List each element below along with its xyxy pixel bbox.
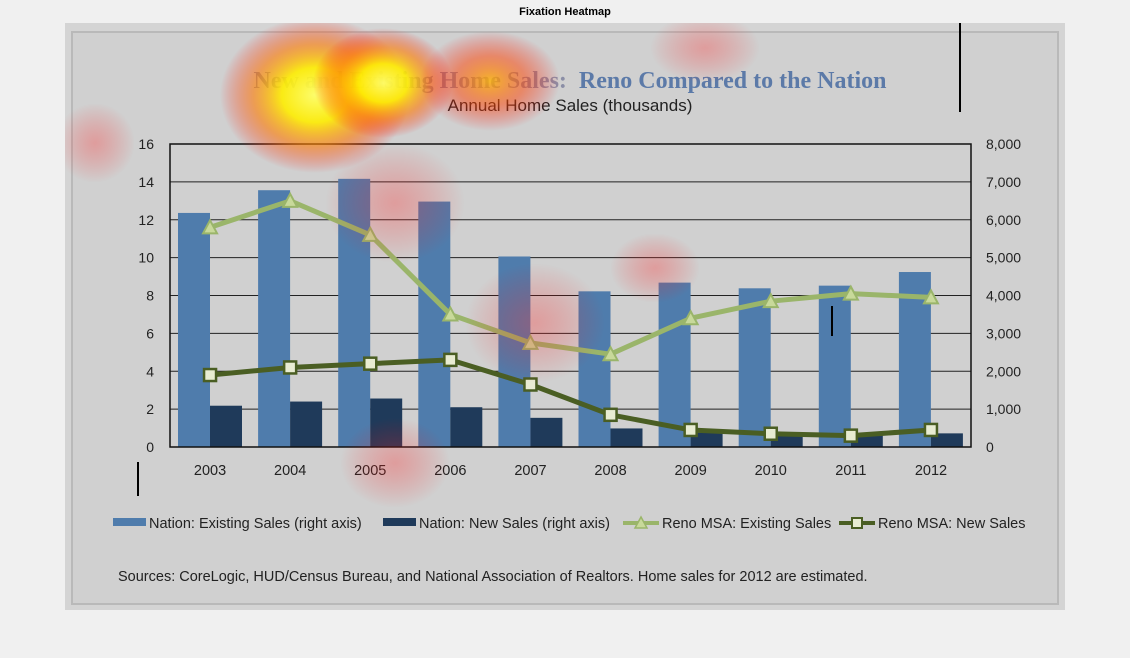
bar-nation-existing bbox=[498, 256, 531, 447]
y-tick-label-left: 14 bbox=[138, 174, 154, 190]
point-reno-existing bbox=[922, 288, 940, 305]
x-tick-label: 2003 bbox=[194, 463, 226, 479]
bar-nation-new bbox=[850, 435, 883, 447]
y-tick-label-right: 7,000 bbox=[986, 174, 1021, 190]
chart-title-part2: Reno Compared to the Nation bbox=[579, 68, 887, 94]
y-tick-label-left: 0 bbox=[146, 439, 154, 455]
x-tick-label: 2004 bbox=[274, 463, 306, 479]
x-tick-label: 2008 bbox=[594, 463, 626, 479]
y-tick-label-right: 1,000 bbox=[986, 401, 1021, 417]
x-tick-label: 2006 bbox=[434, 463, 466, 479]
bar-nation-existing bbox=[338, 178, 371, 447]
plot-frame bbox=[169, 143, 972, 448]
point-reno-new bbox=[282, 360, 298, 375]
x-tick-label: 2005 bbox=[354, 463, 386, 479]
legend-label: Nation: New Sales (right axis) bbox=[419, 516, 610, 532]
legend-label: Reno MSA: Existing Sales bbox=[662, 516, 831, 532]
bar-nation-existing bbox=[658, 282, 691, 447]
x-tick-label: 2012 bbox=[915, 463, 947, 479]
source-note: Sources: CoreLogic, HUD/Census Bureau, a… bbox=[118, 569, 868, 585]
y-tick-label-left: 10 bbox=[138, 250, 154, 266]
legend-label: Nation: Existing Sales (right axis) bbox=[149, 516, 362, 532]
line-reno-new bbox=[209, 357, 932, 439]
point-reno-new bbox=[202, 367, 218, 383]
bar-nation-new bbox=[770, 434, 803, 447]
y-tick-label-left: 16 bbox=[138, 136, 154, 152]
bar-nation-existing bbox=[178, 212, 210, 447]
point-reno-existing bbox=[441, 305, 460, 322]
y-tick-label-left: 6 bbox=[146, 325, 154, 341]
chart-title-part1: New and Existing Home Sales: bbox=[254, 68, 567, 94]
y-tick-label-left: 2 bbox=[146, 401, 154, 417]
y-tick-label-right: 2,000 bbox=[986, 363, 1021, 379]
point-reno-new bbox=[683, 422, 698, 438]
legend-marker bbox=[851, 517, 863, 529]
chart-title: New and Existing Home Sales: Reno Compar… bbox=[254, 68, 887, 94]
point-reno-existing bbox=[201, 218, 219, 235]
point-reno-existing bbox=[762, 292, 780, 309]
bar-nation-existing bbox=[818, 285, 851, 447]
y-tick-label-left: 12 bbox=[138, 212, 154, 228]
legend-swatch bbox=[113, 518, 146, 526]
point-reno-existing bbox=[681, 309, 700, 326]
x-tick-label: 2011 bbox=[835, 463, 866, 479]
bar-nation-existing bbox=[578, 291, 611, 447]
bar-nation-new bbox=[530, 417, 563, 447]
legend-label: Reno MSA: New Sales bbox=[878, 516, 1025, 532]
point-reno-new bbox=[923, 422, 939, 438]
x-tick-label: 2009 bbox=[675, 463, 707, 479]
y-tick-label-right: 6,000 bbox=[986, 212, 1021, 228]
chart-svg: New and Existing Home Sales: Reno Compar… bbox=[71, 31, 1059, 605]
x-tick-label: 2010 bbox=[755, 463, 787, 479]
point-reno-new bbox=[523, 377, 538, 392]
x-tick-label: 2007 bbox=[514, 463, 546, 479]
y-tick-label-right: 0 bbox=[986, 439, 994, 455]
y-tick-label-right: 8,000 bbox=[986, 136, 1021, 152]
y-tick-label-right: 4,000 bbox=[986, 288, 1021, 304]
point-reno-new bbox=[603, 407, 618, 423]
legend: Nation: Existing Sales (right axis) Natio… bbox=[113, 515, 1025, 532]
chart-subtitle: Annual Home Sales (thousands) bbox=[448, 96, 693, 115]
point-reno-new bbox=[443, 352, 458, 368]
y-tick-label-right: 3,000 bbox=[986, 325, 1021, 341]
bar-nation-new bbox=[450, 407, 483, 447]
point-reno-existing bbox=[601, 345, 620, 362]
point-reno-existing bbox=[281, 191, 299, 208]
bar-nation-existing bbox=[738, 288, 771, 447]
point-reno-new bbox=[363, 356, 378, 371]
bar-nation-new bbox=[370, 398, 403, 447]
y-tick-label-right: 5,000 bbox=[986, 250, 1021, 266]
bar-nation-new bbox=[690, 432, 723, 447]
point-reno-new bbox=[843, 428, 859, 443]
point-reno-existing bbox=[842, 284, 860, 301]
y-tick-label-left: 8 bbox=[146, 288, 154, 304]
bar-nation-existing bbox=[418, 201, 451, 447]
y-tick-label-left: 4 bbox=[146, 363, 154, 379]
bar-nation-new bbox=[610, 428, 643, 447]
legend-swatch bbox=[383, 518, 416, 526]
legend-marker bbox=[633, 515, 649, 529]
bar-nation-new bbox=[290, 401, 323, 447]
bar-nation-existing bbox=[258, 190, 291, 447]
bar-nation-new bbox=[210, 405, 242, 447]
bar-nation-new bbox=[930, 433, 963, 447]
chart-frame: New and Existing Home Sales: Reno Compar… bbox=[65, 23, 1065, 610]
figure-title: Fixation Heatmap bbox=[519, 6, 611, 18]
point-reno-new bbox=[763, 426, 778, 441]
